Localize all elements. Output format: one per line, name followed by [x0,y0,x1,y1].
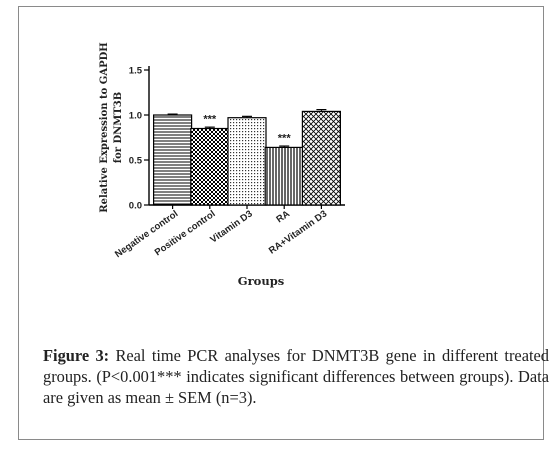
x-tick-label: Negative control [113,208,180,260]
figure-frame: Relative Expression to GAPDH for DNMT3B 0… [18,6,549,440]
y-axis-label: Relative Expression to GAPDH for DNMT3B [99,42,124,212]
y-tick-label: 0.5 [129,156,143,167]
bar [301,110,341,206]
caption-text: Real time PCR analyses for DNMT3B gene i… [43,346,549,407]
y-axis-label-line: Relative Expression to GAPDH [99,42,110,212]
bar [190,127,230,206]
bar-chart: Relative Expression to GAPDH for DNMT3B 0… [99,42,345,288]
bar [227,117,267,206]
bar [264,146,304,206]
x-tick-label: RA [274,208,292,225]
x-tick-label: Vitamin D3 [208,208,254,245]
figure-caption: Figure 3: Real time PCR analyses for DNM… [43,345,549,408]
significance-annotation: *** [203,114,217,126]
caption-label: Figure 3: [43,346,110,365]
bars: *** *** [152,108,341,206]
y-tick-label: 1.5 [129,66,143,77]
y-tick-label: 1.0 [129,111,142,122]
y-axis-label-line: for DNMT3B [113,92,124,163]
bar [152,114,193,206]
x-axis-label: Groups [238,274,284,288]
significance-annotation: *** [278,132,292,144]
y-tick-label: 0.0 [129,201,142,212]
chart-panel: Relative Expression to GAPDH for DNMT3B 0… [41,29,359,292]
